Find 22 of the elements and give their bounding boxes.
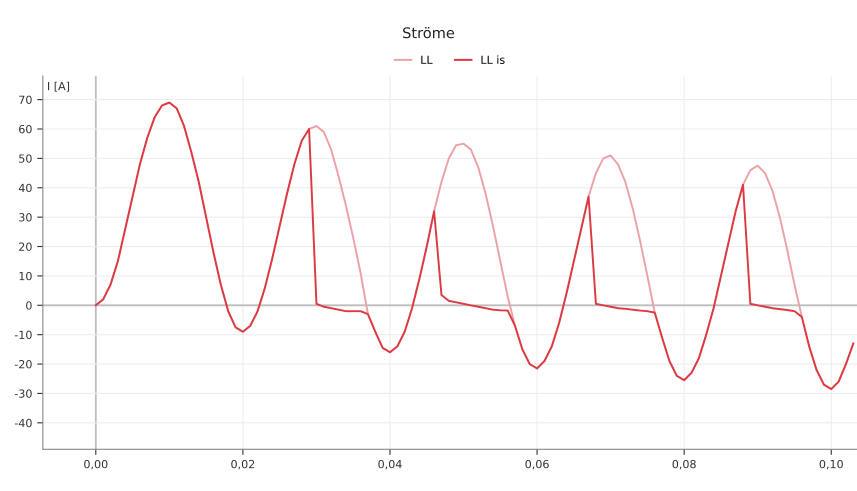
y-tick-label: -10 — [14, 330, 32, 340]
x-tick-label: 0,04 — [378, 460, 402, 470]
x-tick-label: 0,02 — [231, 460, 254, 470]
y-tick-label: 50 — [19, 154, 32, 163]
y-axis-title: I [A] — [48, 82, 70, 92]
x-tick-label: 0,10 — [820, 460, 843, 470]
x-tick-label: 0,08 — [672, 460, 696, 470]
chart-title: Ströme — [403, 27, 454, 38]
y-tick-label: 10 — [20, 272, 32, 280]
y-tick-label: 70 — [19, 96, 32, 104]
y-tick-label: 60 — [19, 124, 32, 134]
legend-label: LL — [421, 56, 433, 64]
legend-label: LL is — [481, 55, 505, 64]
y-tick-label: -20 — [14, 360, 32, 368]
y-tick-label: 0 — [26, 301, 32, 310]
x-tick-label: 0,06 — [525, 460, 549, 470]
y-tick-label: -30 — [14, 389, 32, 398]
y-tick-label: -40 — [14, 418, 32, 428]
y-tick-label: 20 — [19, 242, 32, 251]
x-tick-label: 0,00 — [84, 460, 108, 470]
y-tick-label: 30 — [19, 213, 32, 222]
y-tick-label: 40 — [18, 184, 32, 192]
